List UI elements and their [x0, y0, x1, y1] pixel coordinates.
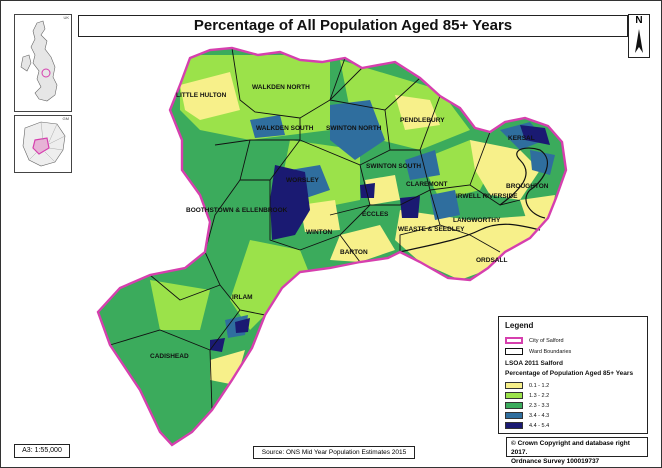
legend: Legend City of Salford Ward Boundaries L… [498, 316, 648, 434]
ward-label: WEASTE & SEEDLEY [398, 226, 465, 233]
north-arrow-icon [635, 29, 643, 53]
ward-label: BOOTHSTOWN & ELLENBROOK [186, 207, 288, 214]
legend-label: 2.3 - 3.3 [529, 402, 550, 409]
legend-label: Ward Boundaries [529, 348, 572, 355]
legend-class-row: 3.4 - 4.3 [505, 411, 549, 420]
legend-swatch [505, 412, 523, 419]
city-of-salford-boundary [96, 46, 568, 447]
ward-label: IRWELL RIVERSIDE [456, 193, 518, 200]
ward-boundaries [109, 47, 521, 411]
ward-label: IRLAM [232, 294, 253, 301]
legend-label: 4.4 - 5.4 [529, 422, 550, 429]
greater-manchester-inset: GM [14, 115, 72, 173]
ward-label: ECCLES [362, 211, 389, 218]
ward-label: WORSLEY [286, 177, 320, 184]
north-arrow: N [628, 14, 650, 58]
ward-label: WALKDEN SOUTH [256, 125, 314, 132]
gm-outline-map [22, 121, 66, 167]
uk-outline-map [20, 20, 58, 102]
legend-swatch [505, 382, 523, 389]
north-label: N [635, 15, 643, 26]
inset-label: GM [62, 116, 69, 121]
legend-label: 0.1 - 1.2 [529, 382, 550, 389]
legend-label: 1.3 - 2.2 [529, 392, 550, 399]
legend-class-row: 1.3 - 2.2 [505, 391, 549, 400]
ward-label: SWINTON SOUTH [366, 163, 421, 170]
ward-label: LANGWORTHY [453, 217, 501, 224]
legend-class-row: 2.3 - 3.3 [505, 401, 549, 410]
legend-swatch [505, 402, 523, 409]
map-title: Percentage of All Population Aged 85+ Ye… [78, 15, 628, 37]
legend-class-row: 0.1 - 1.2 [505, 381, 549, 390]
ward-label: WINTON [306, 229, 333, 236]
ward-label: CLAREMONT [406, 181, 448, 188]
ward-label: ORDSALL [476, 257, 507, 264]
ward-label: WALKDEN NORTH [252, 84, 310, 91]
ward-label: LITTLE HULTON [176, 92, 227, 99]
ward-label: PENDLEBURY [400, 117, 445, 124]
inset-label: UK [63, 15, 69, 20]
ward-label: KERSAL [508, 135, 535, 142]
legend-swatch [505, 422, 523, 429]
legend-ward-boundary: Ward Boundaries [505, 347, 571, 356]
copyright-line: Ordnance Survey 100019737 [511, 458, 600, 465]
legend-heading: LSOA 2011 Salford [505, 360, 563, 367]
legend-heading: Percentage of Population Aged 85+ Years [505, 370, 634, 377]
legend-swatch [505, 392, 523, 399]
copyright-line: © Crown Copyright and database right 201… [511, 440, 630, 456]
ward-label: SWINTON NORTH [326, 125, 382, 132]
legend-city-boundary: City of Salford [505, 336, 564, 345]
copyright-notice: © Crown Copyright and database right 201… [506, 437, 648, 465]
legend-swatch [505, 337, 523, 344]
ward-labels: WALKDEN NORTH LITTLE HULTON WALKDEN SOUT… [150, 84, 549, 360]
legend-title: Legend [505, 321, 534, 330]
ward-label: BARTON [340, 249, 368, 256]
ward-label: BROUGHTON [506, 183, 549, 190]
legend-class-row: 4.4 - 5.4 [505, 421, 549, 430]
uk-locator-inset: UK [14, 14, 72, 112]
legend-label: City of Salford [529, 337, 564, 344]
legend-swatch [505, 348, 523, 355]
scale-label: A3: 1:55,000 [14, 444, 70, 458]
source-note: Source: ONS Mid Year Population Estimate… [253, 446, 415, 459]
legend-label: 3.4 - 4.3 [529, 412, 550, 419]
rivers [399, 147, 548, 253]
ward-label: CADISHEAD [150, 353, 189, 360]
